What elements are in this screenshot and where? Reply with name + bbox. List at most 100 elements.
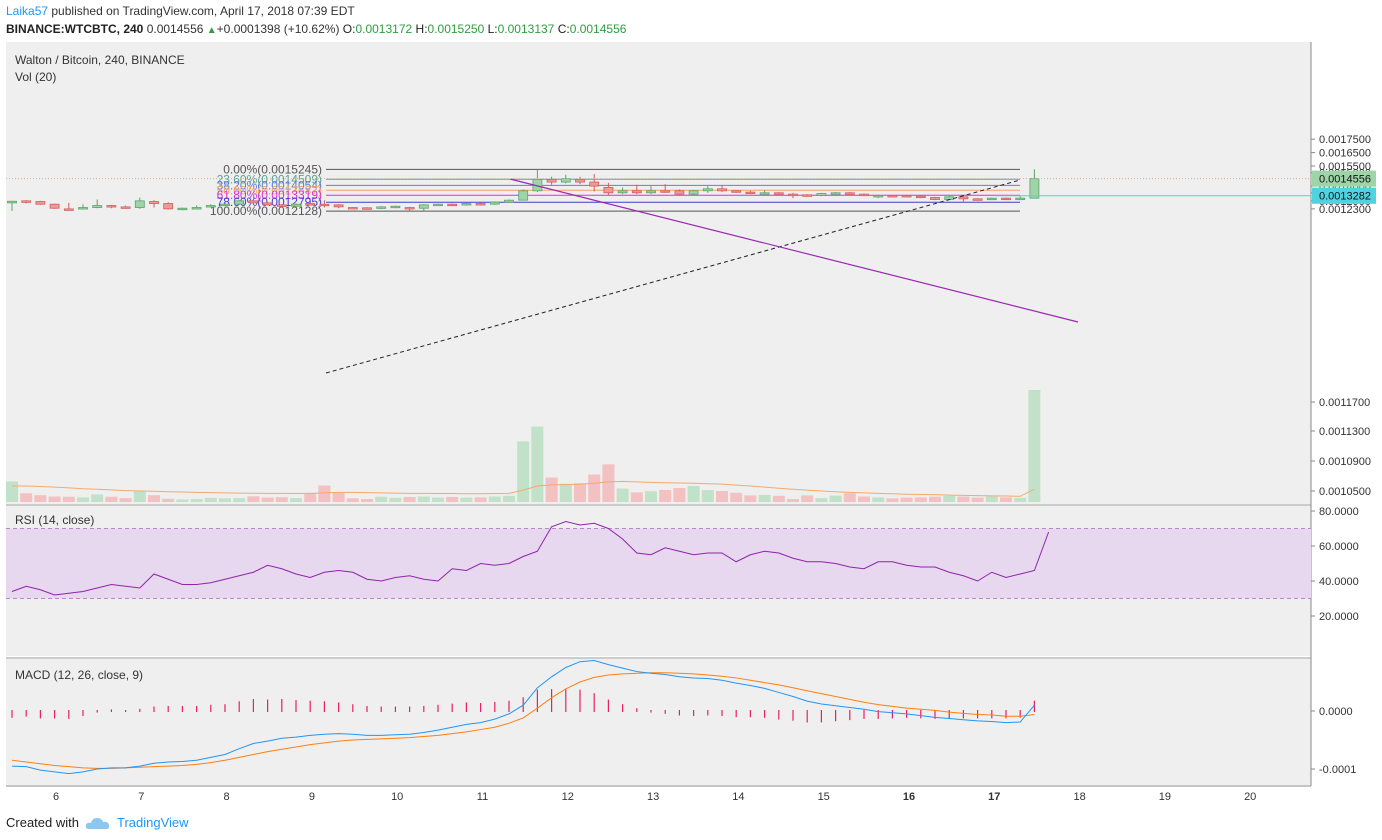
macd-layer: 0.0000 -0.0001 [11, 660, 1356, 776]
volume-bar [148, 495, 160, 502]
fib-level-label: 100.00%(0.0012128) [210, 204, 322, 218]
candle-body [291, 203, 301, 207]
candle-body [205, 205, 216, 208]
volume-bar [616, 488, 629, 502]
x-tick-label: 16 [903, 791, 915, 803]
macd-label: MACD (12, 26, close, 9) [15, 668, 143, 682]
candle-body [674, 190, 685, 195]
volume-bar [432, 497, 444, 502]
y-tick-label: 0.0016500 [1319, 148, 1371, 160]
volume-bar [574, 483, 586, 502]
volume-layer [6, 390, 1041, 502]
level-price-tag-text: 0.0013282 [1319, 191, 1371, 203]
x-tick-label: 18 [1073, 791, 1085, 803]
rsi-tick-label: 20.0000 [1319, 611, 1359, 623]
volume-bar [929, 496, 941, 502]
x-tick-label: 9 [309, 791, 315, 803]
symbol-label: BINANCE:WTCBTC, 240 [6, 22, 144, 36]
descending-trendline[interactable] [509, 178, 1079, 323]
candle-body [7, 200, 17, 204]
volume-bar [531, 426, 544, 502]
publish-info: published on TradingView.com, April 17, … [48, 4, 355, 18]
volume-bar [34, 495, 47, 502]
volume-bar [162, 498, 175, 502]
y-tick-label: 0.0010500 [1319, 486, 1371, 498]
y-tick-label: 0.0017500 [1319, 134, 1371, 146]
candle-body [731, 190, 742, 193]
low-label: L: [487, 22, 498, 36]
volume-bar [20, 493, 33, 502]
candle-body [163, 203, 174, 210]
volume-bar [588, 474, 601, 502]
candle-body [447, 203, 458, 207]
candle-body [788, 193, 798, 197]
candle-body [944, 196, 955, 200]
drawings-layer[interactable] [6, 178, 1311, 374]
candle-body [603, 187, 614, 194]
volume-bar [119, 498, 132, 502]
macd-signal-line [11, 672, 1035, 769]
volume-bar [602, 464, 615, 502]
candle-body [248, 200, 259, 204]
y-tick-label: 0.0012300 [1319, 204, 1371, 216]
macd-pane[interactable] [6, 659, 1311, 785]
y-tick-label: 0.0011700 [1319, 397, 1370, 409]
candle-body [78, 207, 88, 210]
volume-bar [630, 492, 643, 502]
fibonacci-retracement[interactable]: 0.00%(0.0015245)23.60%(0.0014509)38.20%(… [210, 162, 1020, 218]
last-price-tag [1312, 170, 1376, 187]
price-pane[interactable] [6, 42, 1311, 504]
volume-bar [105, 496, 118, 502]
volume-bar [772, 495, 785, 502]
candles-layer [7, 169, 1040, 211]
candle-body [305, 203, 316, 206]
volume-bar [176, 499, 189, 502]
candle-body [106, 205, 117, 208]
macd-tick-label: 0.0000 [1319, 706, 1353, 718]
candle-body [63, 208, 74, 211]
x-tick-label: 12 [562, 791, 574, 803]
brand-link[interactable]: TradingView [116, 815, 189, 830]
volume-bar [957, 496, 970, 502]
trading-chart[interactable]: 0.00%(0.0015245)23.60%(0.0014509)38.20%(… [0, 40, 1382, 810]
candle-body [504, 199, 514, 203]
x-tick-label: 7 [138, 791, 144, 803]
candle-body [745, 191, 756, 195]
candle-body [21, 200, 32, 203]
candle-body [773, 192, 784, 195]
candle-body [702, 188, 713, 192]
volume-bar [872, 497, 885, 502]
candle-body [816, 193, 827, 196]
author-link[interactable]: Laika57 [6, 4, 49, 18]
axes-layer: 6 7 8 9 10 11 12 13 14 15 16 17 18 19 20 0.0017500 0.001… [53, 134, 1376, 803]
volume-bar [503, 495, 515, 502]
candle-body [347, 207, 358, 210]
volume-bar [318, 485, 331, 502]
x-tick-label: 17 [988, 791, 1000, 803]
volume-bar [517, 441, 530, 502]
volume-bar [247, 496, 260, 502]
fib-trend-dashed-line[interactable] [325, 179, 1021, 374]
volume-bar [346, 498, 359, 502]
chart-title: Walton / Bitcoin, 240, BINANCE [15, 53, 185, 67]
volume-bar [91, 494, 104, 502]
last-price: 0.0014556 [146, 22, 204, 36]
volume-bar [62, 496, 75, 502]
volume-bar [716, 491, 728, 502]
volume-bar [787, 499, 799, 502]
candle-body [873, 195, 884, 198]
candle-body [915, 195, 926, 199]
candle-body [49, 203, 60, 209]
candle-body [376, 206, 387, 209]
candle-body [660, 190, 671, 193]
volume-bar [545, 477, 558, 502]
candle-body [958, 196, 969, 200]
volume-bar [290, 498, 302, 502]
volume-bar [261, 497, 274, 502]
volume-bar [6, 481, 18, 502]
volume-bar [275, 497, 288, 502]
high-label: H: [415, 22, 428, 36]
candle-body [930, 197, 940, 200]
candle-body [276, 204, 287, 207]
volume-bar [1014, 497, 1027, 502]
